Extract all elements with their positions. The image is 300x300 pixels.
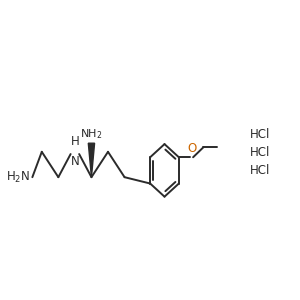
Text: H$_2$N: H$_2$N (6, 169, 30, 185)
Text: H: H (70, 135, 79, 148)
Text: O: O (188, 142, 197, 155)
Text: HCl: HCl (250, 128, 271, 141)
Polygon shape (88, 143, 94, 177)
Text: N: N (70, 154, 79, 167)
Text: NH$_2$: NH$_2$ (80, 127, 103, 141)
Text: HCl: HCl (250, 164, 271, 177)
Text: HCl: HCl (250, 146, 271, 159)
